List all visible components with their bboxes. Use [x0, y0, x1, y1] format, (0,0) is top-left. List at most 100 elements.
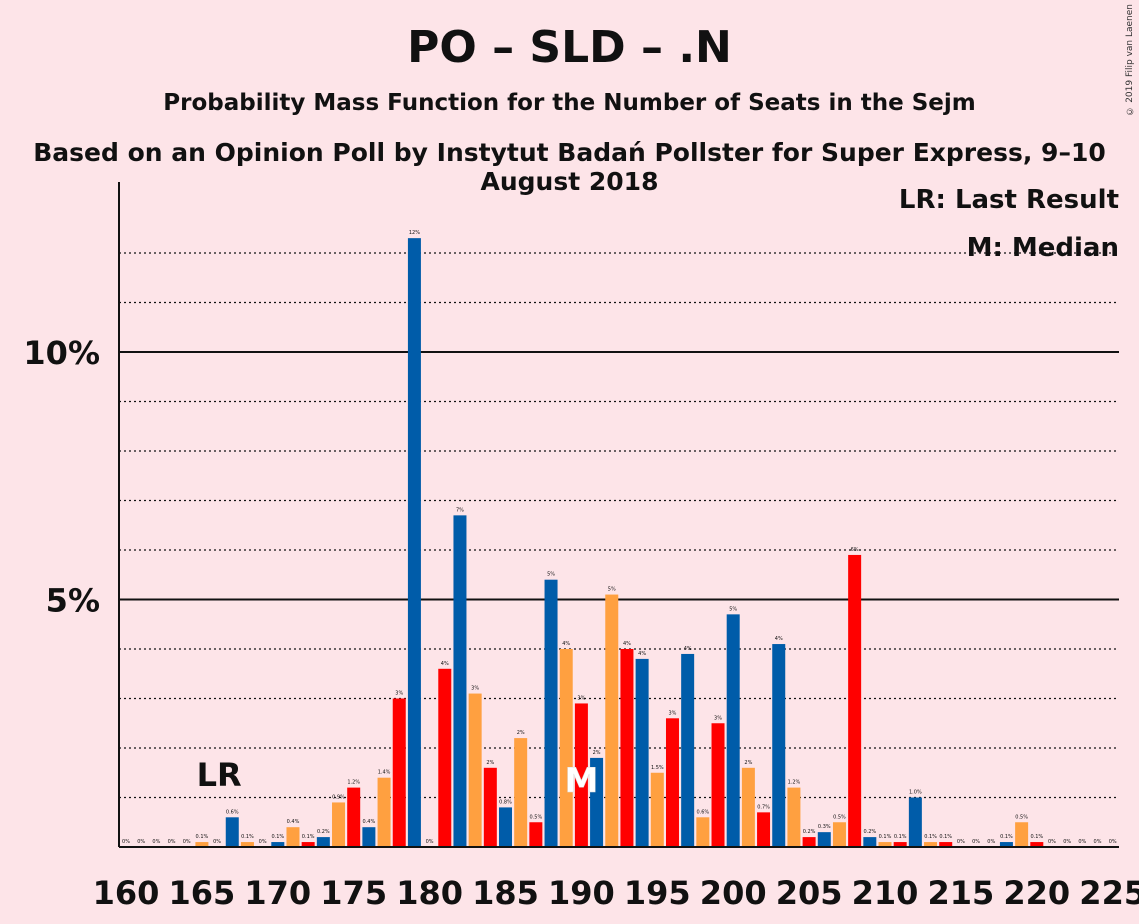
bar-label-198: 0.6% [696, 809, 709, 815]
bar-label-182: 7% [456, 507, 464, 513]
bar-label-212: 1.0% [909, 790, 922, 796]
bar-seat-218 [999, 842, 1013, 847]
bar-seat-189 [559, 649, 573, 847]
bar-label-205: 0.2% [803, 829, 816, 835]
bar-label-176: 0.4% [363, 819, 376, 825]
bar-label-179: 12% [409, 230, 420, 236]
bar-label-223: 0% [1078, 839, 1086, 845]
bar-label-215: 0% [957, 839, 965, 845]
bar-label-168: 0.1% [241, 834, 254, 840]
bar-label-199: 3% [714, 715, 722, 721]
bar-label-211: 0.1% [894, 834, 907, 840]
y-tick-label: 10% [23, 334, 100, 372]
bar-label-167: 0.6% [226, 809, 239, 815]
bar-seat-188 [544, 579, 558, 847]
bar-seat-175 [347, 787, 361, 847]
bar-label-217: 0% [987, 839, 995, 845]
bar-label-162: 0% [152, 839, 160, 845]
x-tick-label: 220 [1003, 874, 1070, 912]
bar-label-209: 0.2% [863, 829, 876, 835]
bar-seat-197 [681, 653, 695, 847]
bar-label-210: 0.1% [879, 834, 892, 840]
bar-label-172: 0.1% [302, 834, 315, 840]
x-tick-label: 210 [852, 874, 919, 912]
bar-seat-212 [908, 797, 922, 847]
bar-label-221: 0% [1048, 839, 1056, 845]
x-tick-label: 190 [548, 874, 615, 912]
bar-seat-168 [240, 842, 254, 847]
bar-seat-213 [924, 842, 938, 847]
bar-seat-204 [787, 787, 801, 847]
median-marker: M [564, 761, 598, 801]
bar-label-177: 1.4% [378, 770, 391, 776]
bar-seat-173 [316, 837, 330, 847]
bar-seat-201 [741, 767, 755, 847]
bar-seat-198 [696, 817, 710, 847]
bar-seat-200 [726, 614, 740, 847]
bar-seat-207 [832, 822, 846, 847]
x-tick-label: 195 [624, 874, 691, 912]
bar-label-197: 4% [684, 646, 692, 652]
bar-seat-172 [301, 842, 315, 847]
bar-label-163: 0% [168, 839, 176, 845]
bar-label-184: 2% [486, 760, 494, 766]
bar-label-196: 3% [669, 710, 677, 716]
bar-seat-196 [665, 718, 679, 847]
bar-seat-220 [1030, 842, 1044, 847]
bar-label-193: 4% [623, 641, 631, 647]
x-tick-label: 160 [93, 874, 160, 912]
bar-label-187: 0.5% [530, 814, 543, 820]
bar-label-203: 4% [775, 636, 783, 642]
bar-label-224: 0% [1094, 839, 1102, 845]
bar-seat-195 [650, 772, 664, 847]
bar-seat-203 [772, 644, 786, 847]
bar-label-202: 0.7% [757, 804, 770, 810]
bar-label-188: 5% [547, 572, 555, 578]
bar-label-171: 0.4% [287, 819, 300, 825]
bar-label-190: 3% [577, 695, 585, 701]
bar-seat-191 [590, 757, 604, 847]
bar-label-218: 0.1% [1000, 834, 1013, 840]
bar-seat-193 [620, 649, 634, 847]
bar-label-192: 5% [608, 587, 616, 593]
bar-seat-182 [453, 515, 467, 847]
legend-last-result: LR: Last Result [898, 185, 1119, 215]
bar-label-220: 0.1% [1030, 834, 1043, 840]
bar-seat-179 [407, 238, 421, 847]
bar-seat-185 [499, 807, 512, 847]
bar-label-222: 0% [1063, 839, 1071, 845]
x-tick-label: 165 [169, 874, 236, 912]
bar-label-200: 5% [729, 606, 737, 612]
x-tick-label: 180 [396, 874, 463, 912]
bar-label-169: 0% [259, 839, 267, 845]
bar-label-175: 1.2% [347, 780, 360, 786]
bar-label-216: 0% [972, 839, 980, 845]
bar-seat-214 [939, 842, 953, 847]
x-tick-label: 175 [320, 874, 387, 912]
bar-seat-192 [605, 594, 619, 847]
bar-seat-210 [878, 842, 892, 847]
bar-label-214: 0.1% [939, 834, 952, 840]
bar-seat-178 [392, 698, 406, 847]
bar-label-174: 0.9% [332, 794, 345, 800]
bar-label-165: 0.1% [196, 834, 209, 840]
bar-seat-190 [574, 703, 588, 847]
bar-seat-167 [225, 817, 239, 847]
bar-label-161: 0% [137, 839, 145, 845]
chart-subtitle: Probability Mass Function for the Number… [163, 90, 976, 116]
bar-label-225: 0% [1109, 839, 1117, 845]
bar-seat-181 [438, 668, 452, 847]
bar-label-186: 2% [517, 730, 525, 736]
bar-label-170: 0.1% [271, 834, 284, 840]
y-tick-label: 5% [46, 582, 100, 620]
x-tick-label: 200 [700, 874, 767, 912]
bar-seat-171 [286, 827, 300, 847]
x-tick-label: 205 [776, 874, 843, 912]
x-tick-label: 215 [928, 874, 995, 912]
bar-label-213: 0.1% [924, 834, 937, 840]
x-tick-label: 225 [1079, 874, 1139, 912]
bar-label-206: 0.3% [818, 824, 831, 830]
bar-label-207: 0.5% [833, 814, 846, 820]
bar-seat-170 [271, 842, 285, 847]
